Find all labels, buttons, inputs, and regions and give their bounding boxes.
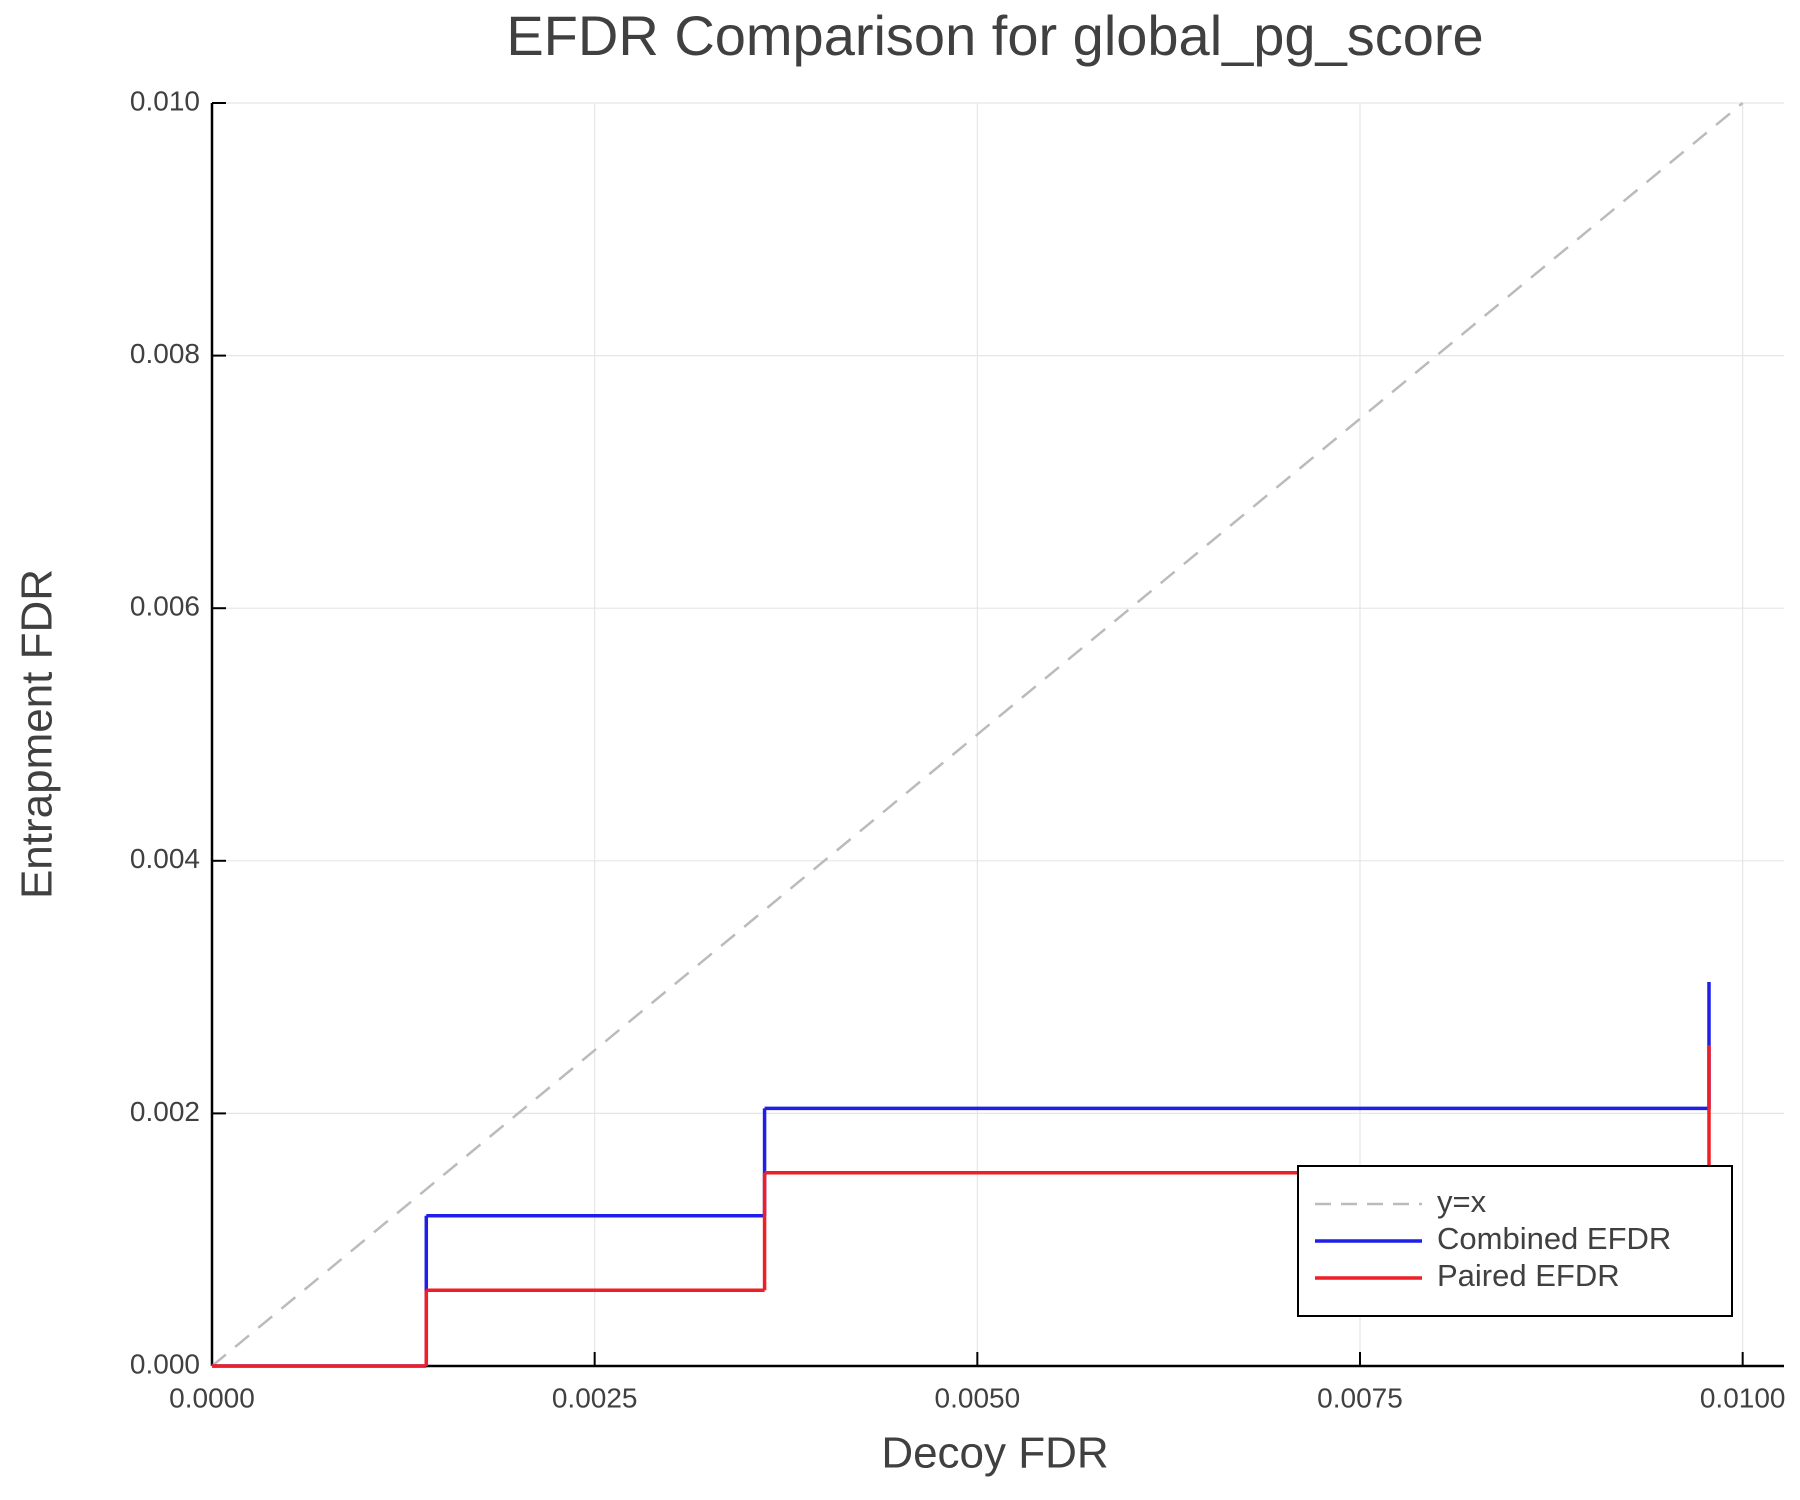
line	[211, 102, 1744, 1367]
y-tick-label: 0.004	[130, 843, 200, 874]
x-tick-label: 0.0050	[935, 1382, 1021, 1413]
x-axis-label: Decoy FDR	[881, 1429, 1108, 1478]
y-axis-label: Entrapment FDR	[13, 569, 62, 899]
y-tick-label: 0.002	[130, 1096, 200, 1127]
legend-label: y=x	[1437, 1184, 1487, 1219]
x-tick-label: 0.0025	[552, 1382, 638, 1413]
y-tick-label: 0.010	[130, 85, 200, 116]
y-tick-label: 0.000	[130, 1348, 200, 1379]
y-tick-label: 0.008	[130, 338, 200, 369]
y-tick-label: 0.006	[130, 591, 200, 622]
legend-label: Paired EFDR	[1437, 1258, 1620, 1293]
x-tick-label: 0.0100	[1700, 1382, 1786, 1413]
x-tick-label: 0.0000	[169, 1382, 255, 1413]
chart-title: EFDR Comparison for global_pg_score	[506, 4, 1483, 67]
x-tick-label: 0.0075	[1317, 1382, 1403, 1413]
legend-label: Combined EFDR	[1437, 1221, 1671, 1256]
